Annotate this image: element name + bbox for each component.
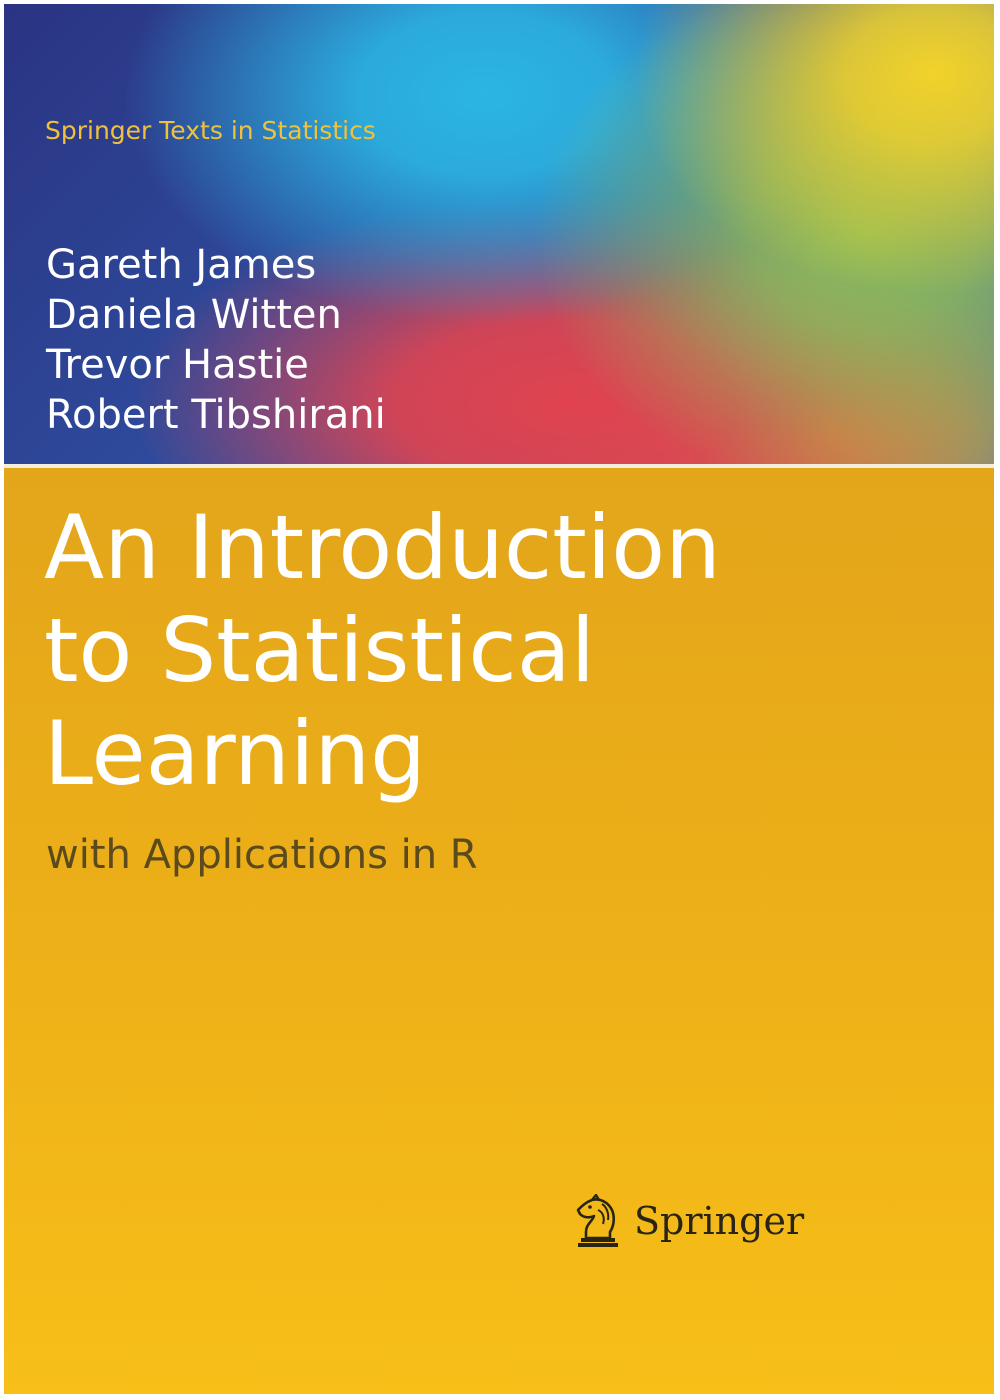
author-name: Robert Tibshirani: [46, 392, 386, 438]
band-divider: [4, 464, 994, 468]
publisher-logo: Springer: [572, 1194, 804, 1248]
chess-knight-icon: [576, 1194, 618, 1247]
title-line: An Introduction: [44, 496, 721, 599]
book-subtitle: with Applications in R: [46, 832, 478, 878]
author-list: Gareth James Daniela Witten Trevor Hasti…: [46, 240, 386, 440]
series-name: Springer Texts in Statistics: [45, 116, 376, 145]
title-line: Learning: [44, 702, 427, 805]
author-name: Trevor Hastie: [46, 342, 309, 388]
author-name: Gareth James: [46, 242, 317, 288]
cover-gradient-band: [4, 4, 994, 464]
author-name: Daniela Witten: [46, 292, 342, 338]
book-title: An Introduction to Statistical Learning: [44, 496, 721, 805]
publisher-name: Springer: [634, 1199, 805, 1243]
cover-yellow-band: [4, 468, 994, 1394]
title-line: to Statistical: [44, 599, 596, 702]
book-cover: Springer Texts in Statistics Gareth Jame…: [4, 4, 994, 1394]
